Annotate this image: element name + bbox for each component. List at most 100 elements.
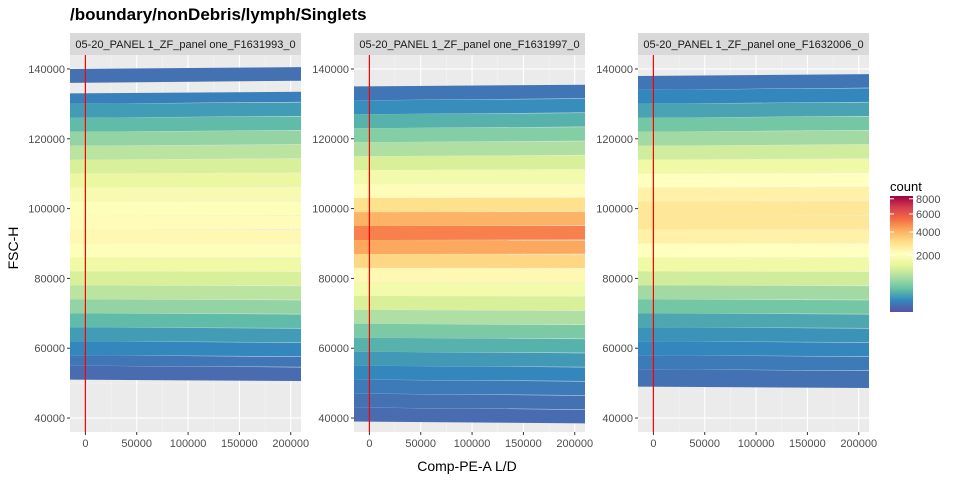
density-band: [638, 355, 869, 371]
density-band: [638, 187, 869, 202]
facet-panels: 05-20_PANEL 1_ZF_panel one_F1631993_0 0 50…: [28, 33, 877, 450]
density-band: [354, 84, 585, 101]
density-band: [354, 141, 585, 157]
density-band: [354, 295, 585, 311]
density-bands: [70, 67, 301, 381]
y-tick-label: 80000: [602, 273, 633, 285]
density-band: [70, 144, 301, 160]
density-band: [70, 116, 301, 132]
facet-strip: [638, 33, 869, 55]
density-band: [354, 253, 585, 268]
density-band: [354, 183, 585, 199]
legend-label: 2000: [916, 250, 940, 262]
y-tick-label: 40000: [318, 413, 349, 425]
y-tick-label: 40000: [34, 413, 65, 425]
density-band: [638, 299, 869, 314]
legend-colorbar: [890, 196, 913, 312]
density-band: [638, 229, 869, 244]
density-band: [70, 365, 301, 381]
facet-strip-label: 05-20_PANEL 1_ZF_panel one_F1631993_0: [75, 39, 295, 51]
density-band: [354, 127, 585, 143]
y-tick-label: 100000: [596, 204, 633, 216]
density-band: [638, 271, 869, 286]
density-band: [354, 379, 585, 396]
x-tick-label: 200000: [272, 438, 309, 450]
density-band: [354, 393, 585, 410]
legend-title: count: [890, 179, 922, 194]
density-band: [70, 91, 301, 104]
density-band: [354, 351, 585, 367]
y-tick-label: 60000: [602, 343, 633, 355]
x-tick-label: 100000: [738, 438, 775, 450]
x-tick-label: 50000: [405, 438, 436, 450]
x-tick-label: 200000: [556, 438, 593, 450]
x-tick-label: 0: [650, 438, 656, 450]
y-tick-label: 120000: [312, 134, 349, 146]
y-tick-label: 80000: [318, 273, 349, 285]
color-legend: count 2000 4000 6000 8000: [890, 179, 940, 312]
y-tick-label: 60000: [318, 343, 349, 355]
facet-panel: 05-20_PANEL 1_ZF_panel one_F1631997_0 0 50…: [312, 33, 593, 450]
x-tick-label: 200000: [840, 438, 877, 450]
density-band: [638, 74, 869, 90]
density-band: [70, 102, 301, 118]
density-bands: [354, 84, 585, 424]
density-band: [638, 130, 869, 146]
density-band: [70, 355, 301, 367]
y-tick-label: 60000: [34, 343, 65, 355]
facet-panel: 05-20_PANEL 1_ZF_panel one_F1631993_0 0 50…: [28, 33, 309, 450]
density-band: [354, 113, 585, 129]
density-band: [638, 201, 869, 216]
legend-label: 4000: [916, 227, 940, 239]
density-band: [354, 323, 585, 339]
density-band: [70, 299, 301, 314]
density-band: [354, 281, 585, 297]
y-tick-label: 100000: [312, 204, 349, 216]
facet-strip-label: 05-20_PANEL 1_ZF_panel one_F1631997_0: [359, 39, 579, 51]
density-band: [638, 88, 869, 104]
x-tick-label: 150000: [505, 438, 542, 450]
y-tick-label: 140000: [28, 64, 65, 76]
density-band: [638, 285, 869, 300]
density-band: [70, 243, 301, 258]
density-band: [638, 369, 869, 389]
facet-strip: [70, 33, 301, 55]
x-tick-label: 50000: [121, 438, 152, 450]
x-tick-label: 100000: [454, 438, 491, 450]
density-band: [354, 407, 585, 424]
density-bands: [638, 74, 869, 389]
density-band: [70, 173, 301, 188]
density-band: [354, 169, 585, 185]
x-tick-label: 150000: [221, 438, 258, 450]
facet-strip: [354, 33, 585, 55]
y-tick-label: 40000: [602, 413, 633, 425]
x-tick-label: 100000: [170, 438, 207, 450]
density-band: [638, 257, 869, 272]
y-tick-label: 140000: [312, 64, 349, 76]
density-band: [70, 215, 301, 230]
facet-strip-label: 05-20_PANEL 1_ZF_panel one_F1632006_0: [643, 39, 863, 51]
density-band: [638, 327, 869, 343]
density-band: [70, 201, 301, 216]
density-band: [70, 313, 301, 328]
legend-label: 8000: [916, 194, 940, 206]
density-band: [354, 98, 585, 115]
density-band: [354, 226, 585, 241]
y-tick-label: 80000: [34, 273, 65, 285]
density-band: [70, 67, 301, 83]
density-band: [638, 116, 869, 132]
density-band: [70, 341, 301, 357]
density-band: [638, 243, 869, 258]
y-axis-title: FSC-H: [5, 227, 21, 270]
chart-title: /boundary/nonDebris/lymph/Singlets: [70, 5, 367, 24]
x-tick-label: 0: [82, 438, 88, 450]
density-band: [354, 337, 585, 353]
density-band: [638, 341, 869, 357]
legend-label: 6000: [916, 209, 940, 221]
density-band: [354, 155, 585, 171]
y-tick-label: 120000: [28, 134, 65, 146]
y-tick-label: 140000: [596, 64, 633, 76]
density-band: [70, 187, 301, 202]
x-axis-title: Comp-PE-A L/D: [417, 458, 517, 474]
density-band: [70, 130, 301, 146]
